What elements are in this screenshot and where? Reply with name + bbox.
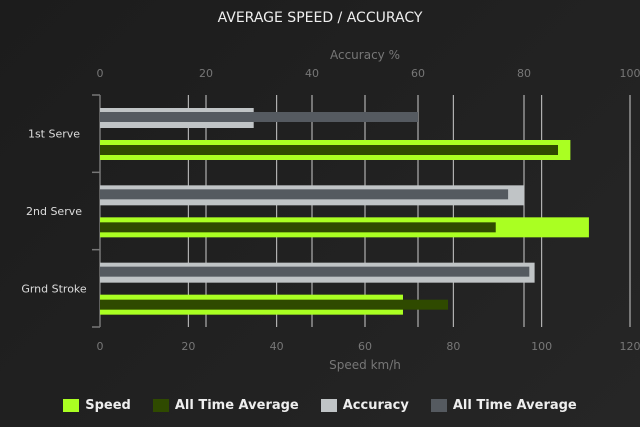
category-label: Grnd Stroke (21, 282, 87, 295)
category-label: 2nd Serve (26, 205, 82, 218)
legend-swatch (152, 399, 169, 412)
bottom-tick-label: 120 (620, 340, 640, 353)
top-tick-label: 100 (620, 67, 640, 80)
top-tick-label: 40 (305, 67, 319, 80)
bar-accuracy-average (100, 266, 530, 277)
legend-item-accuracy-average[interactable]: All Time Average (430, 398, 577, 413)
legend-label: All Time Average (452, 398, 577, 413)
bottom-tick-label: 60 (358, 340, 372, 353)
bottom-tick-label: 80 (446, 340, 460, 353)
legend-item-speed-average[interactable]: All Time Average (152, 398, 299, 413)
top-axis-label: Accuracy % (330, 48, 400, 62)
bottom-tick-label: 20 (181, 340, 195, 353)
legend-item-speed[interactable]: Speed (63, 398, 131, 413)
top-tick-label: 60 (411, 67, 425, 80)
bottom-tick-label: 100 (531, 340, 552, 353)
top-tick-label: 20 (199, 67, 213, 80)
legend-label: Speed (85, 398, 131, 413)
chart-title: AVERAGE SPEED / ACCURACY (218, 10, 423, 26)
legend-label: Accuracy (342, 398, 409, 413)
bar-speed-average (100, 299, 449, 310)
top-tick-label: 80 (517, 67, 531, 80)
bar-speed-average (100, 145, 559, 155)
legend-label: All Time Average (174, 398, 299, 413)
legend-swatch (63, 399, 80, 412)
bar-accuracy-average (100, 189, 509, 200)
legend-swatch (320, 399, 337, 412)
category-label: 1st Serve (28, 128, 80, 141)
legend-swatch (430, 399, 447, 412)
bar-speed-average (100, 222, 496, 233)
top-tick-label: 0 (97, 67, 104, 80)
bottom-tick-label: 40 (270, 340, 284, 353)
bottom-axis-label: Speed km/h (329, 358, 401, 372)
bottom-tick-label: 0 (97, 340, 104, 353)
legend-item-accuracy[interactable]: Accuracy (320, 398, 409, 413)
legend: Speed All Time Average Accuracy All Time… (0, 398, 640, 413)
bar-accuracy-average (100, 112, 418, 122)
